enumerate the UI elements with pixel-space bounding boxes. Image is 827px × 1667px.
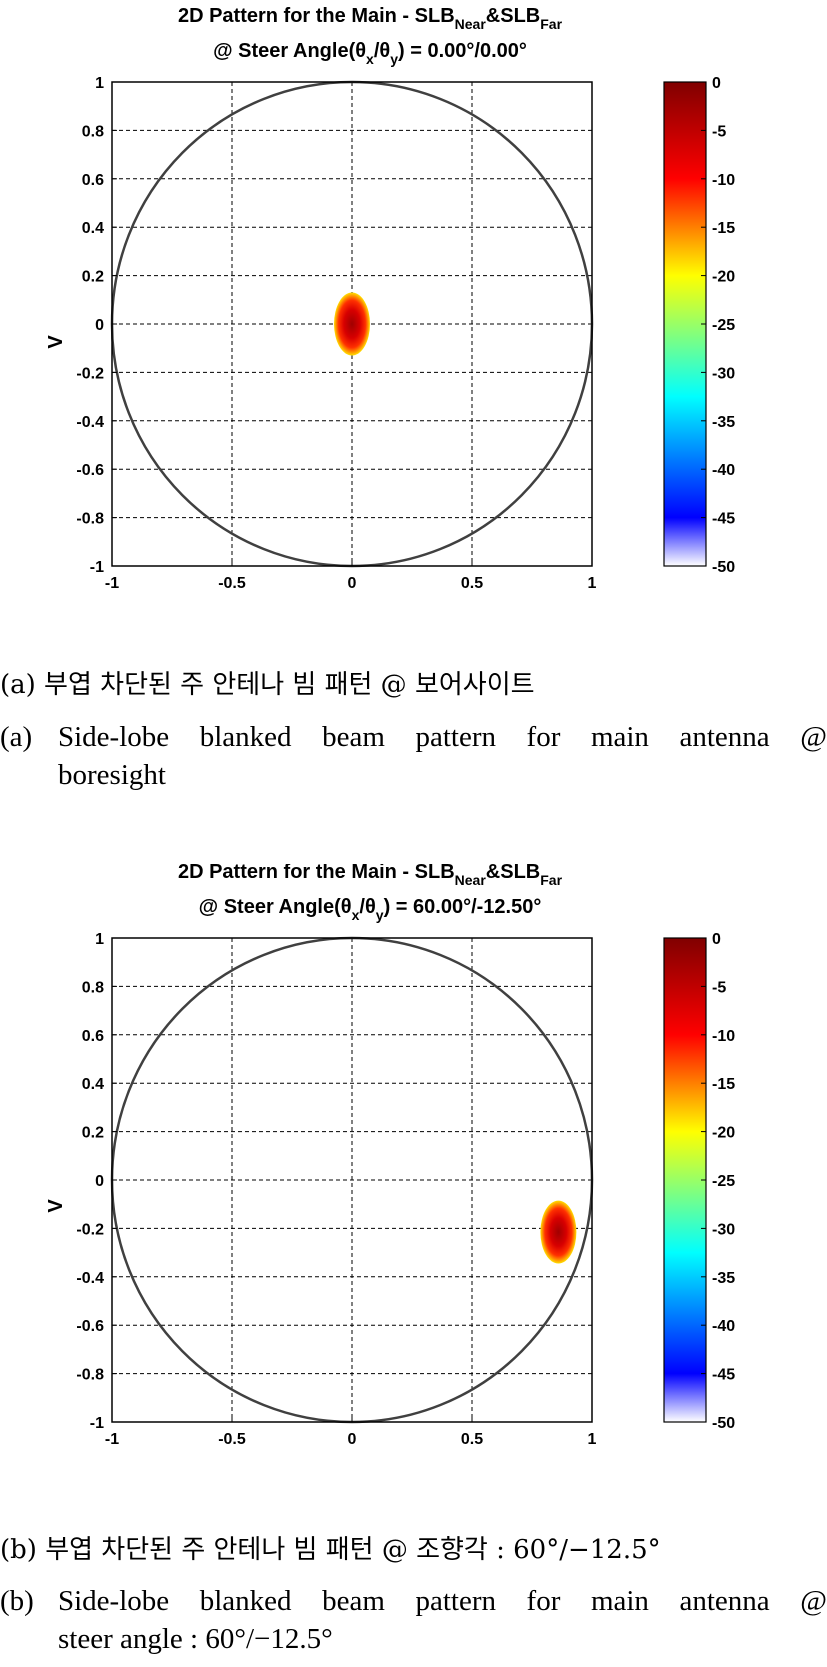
colorbar-tick-label: -45 — [712, 511, 735, 528]
x-tick-label: -1 — [105, 1431, 119, 1448]
caption-word: antenna — [679, 721, 770, 753]
colorbar-tick-label: -5 — [712, 979, 726, 996]
y-tick-label: 0.8 — [82, 123, 104, 140]
caption-tag: (b) — [0, 1585, 34, 1617]
caption-word: main — [590, 721, 649, 753]
x-tick-label: 0.5 — [461, 575, 483, 592]
x-tick-label: -1 — [105, 575, 119, 592]
y-tick-label: 0.6 — [82, 172, 104, 189]
caption-en-line1: Side-lobe blanked beam pattern for main antenn… — [58, 718, 827, 756]
y-tick-label: -0.4 — [76, 1270, 104, 1287]
chart-subtitle: @ Steer Angle(θx/θy) = 60.00°/-12.50° — [199, 896, 542, 923]
colorbar-tick-label: -10 — [712, 172, 735, 189]
beam-mainlobe — [540, 1200, 577, 1264]
colorbar-tick-label: -30 — [712, 1221, 735, 1238]
y-tick-label: -0.6 — [76, 1318, 104, 1335]
x-tick-label: 1 — [588, 1431, 597, 1448]
x-tick-label: 0 — [348, 575, 357, 592]
caption-word: for — [526, 1585, 561, 1617]
colorbar-tick-label: -50 — [712, 1415, 735, 1432]
colorbar-tick-label: -45 — [712, 1367, 735, 1384]
caption-word: @ — [800, 1585, 827, 1617]
colorbar-tick-label: -15 — [712, 220, 735, 237]
caption-en-line1: Side-lobe blanked beam pattern for main antenn… — [58, 1582, 827, 1620]
y-axis-label: V — [45, 335, 67, 349]
y-tick-label: 1 — [95, 931, 104, 948]
colorbar-tick-label: -20 — [712, 1125, 735, 1142]
colorbar — [663, 937, 707, 1423]
colorbar-tick-label: -35 — [712, 414, 735, 431]
y-tick-label: -0.2 — [76, 1221, 104, 1238]
caption-word: main — [590, 1585, 649, 1617]
colorbar-tick-label: 0 — [712, 75, 721, 92]
y-tick-label: -1 — [90, 1415, 104, 1432]
chart-title: 2D Pattern for the Main - SLBNear&SLBFar — [178, 864, 563, 888]
colorbar-tick-label: 0 — [712, 931, 721, 948]
colorbar-tick-label: -25 — [712, 1173, 735, 1190]
y-tick-label: -0.8 — [76, 511, 104, 528]
y-tick-label: -0.6 — [76, 462, 104, 479]
x-tick-label: 0.5 — [461, 1431, 483, 1448]
figure-b: 2D Pattern for the Main - SLBNear&SLBFar… — [45, 864, 735, 1448]
caption-ko-b: (b) 부엽 차단된 주 안테나 빔 패턴 @ 조향각 : 60°/−12.5° — [0, 1535, 661, 1565]
caption-word: for — [526, 721, 561, 753]
y-tick-label: -0.2 — [76, 365, 104, 382]
colorbar-tick-label: -40 — [712, 462, 735, 479]
caption-word: pattern — [415, 1585, 496, 1617]
y-tick-label: 1 — [95, 75, 104, 92]
beam-mainlobe — [334, 292, 370, 356]
caption-en-line2: boresight — [58, 759, 166, 791]
colorbar-tick-label: -10 — [712, 1028, 735, 1045]
y-tick-label: 0.8 — [82, 979, 104, 996]
plot-area: -1 -0.5 0 0.5 1 1 0.8 0.6 0.4 0.2 0 -0.2 -0.4 -0.6 -0.… — [76, 931, 735, 1448]
y-tick-label: 0.2 — [82, 1125, 104, 1142]
colorbar-tick-label: -5 — [712, 123, 726, 140]
chart-subtitle: @ Steer Angle(θx/θy) = 0.00°/0.00° — [213, 40, 527, 67]
y-tick-label: 0.4 — [82, 1076, 104, 1093]
x-tick-label: 0 — [348, 1431, 357, 1448]
figure-a: 2D Pattern for the Main - SLBNear&SLBFar… — [45, 5, 735, 592]
y-tick-label: -0.8 — [76, 1367, 104, 1384]
caption-en-a: (a) Side-lobe blanked beam pattern for main an… — [0, 718, 827, 794]
caption-word: Side-lobe — [58, 1585, 170, 1617]
y-tick-label: 0.2 — [82, 269, 104, 286]
caption-word: blanked — [199, 721, 292, 753]
y-tick-label: 0.4 — [82, 220, 104, 237]
caption-tag: (a) — [0, 721, 33, 753]
y-tick-label: 0 — [95, 317, 104, 334]
y-tick-label: -1 — [90, 559, 104, 576]
y-tick-label: 0 — [95, 1173, 104, 1190]
colorbar-tick-label: -30 — [712, 365, 735, 382]
caption-en-b: (b) Side-lobe blanked beam pattern for main an… — [0, 1582, 827, 1658]
colorbar-tick-label: -20 — [712, 269, 735, 286]
caption-word: blanked — [199, 1585, 292, 1617]
caption-word: Side-lobe — [58, 721, 170, 753]
colorbar-tick-label: -15 — [712, 1076, 735, 1093]
colorbar — [663, 81, 707, 567]
caption-word: pattern — [415, 721, 496, 753]
plot-area: -1 -0.5 0 0.5 1 1 0.8 0.6 0.4 0.2 0 -0.2 -0.4 -0.6 -0.… — [76, 75, 735, 592]
caption-word: beam — [322, 721, 385, 753]
colorbar-tick-label: -40 — [712, 1318, 735, 1335]
caption-ko-a: (a) 부엽 차단된 주 안테나 빔 패턴 @ 보어사이트 — [0, 670, 535, 700]
caption-en-line2: steer angle : 60°/−12.5° — [58, 1623, 333, 1655]
x-tick-label: 1 — [588, 575, 597, 592]
colorbar-tick-label: -50 — [712, 559, 735, 576]
y-axis-label: V — [45, 1199, 67, 1213]
caption-word: @ — [800, 721, 827, 753]
x-tick-label: -0.5 — [218, 1431, 246, 1448]
colorbar-tick-label: -25 — [712, 317, 735, 334]
caption-word: antenna — [679, 1585, 770, 1617]
caption-word: beam — [322, 1585, 385, 1617]
x-tick-label: -0.5 — [218, 575, 246, 592]
y-tick-label: 0.6 — [82, 1028, 104, 1045]
chart-title: 2D Pattern for the Main - SLBNear&SLBFar — [178, 5, 563, 32]
colorbar-tick-label: -35 — [712, 1270, 735, 1287]
y-tick-label: -0.4 — [76, 414, 104, 431]
